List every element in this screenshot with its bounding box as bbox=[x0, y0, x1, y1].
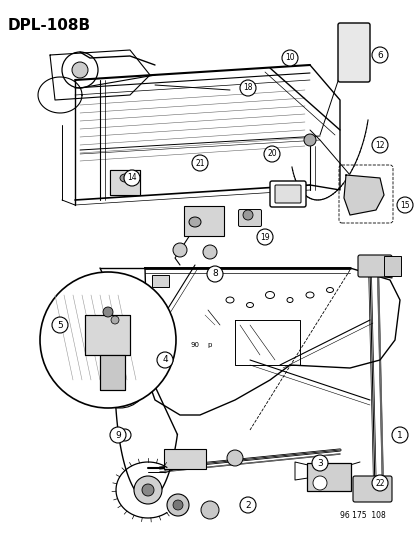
FancyBboxPatch shape bbox=[152, 275, 169, 287]
Circle shape bbox=[240, 497, 256, 513]
Polygon shape bbox=[344, 175, 384, 215]
Circle shape bbox=[282, 50, 298, 66]
FancyBboxPatch shape bbox=[131, 334, 151, 356]
Circle shape bbox=[372, 47, 388, 63]
Text: 90: 90 bbox=[190, 342, 200, 348]
Circle shape bbox=[201, 501, 219, 519]
FancyBboxPatch shape bbox=[338, 23, 370, 82]
Text: 19: 19 bbox=[260, 232, 270, 241]
FancyBboxPatch shape bbox=[275, 185, 301, 203]
Text: 5: 5 bbox=[57, 320, 63, 329]
Circle shape bbox=[173, 243, 187, 257]
Text: 10: 10 bbox=[285, 53, 295, 62]
Text: 8: 8 bbox=[212, 270, 218, 279]
FancyBboxPatch shape bbox=[100, 355, 125, 390]
FancyBboxPatch shape bbox=[358, 255, 392, 277]
Circle shape bbox=[52, 317, 68, 333]
Circle shape bbox=[134, 476, 162, 504]
Text: 3: 3 bbox=[317, 458, 323, 467]
Circle shape bbox=[240, 80, 256, 96]
Text: 15: 15 bbox=[400, 200, 410, 209]
Text: 4: 4 bbox=[162, 356, 168, 365]
Circle shape bbox=[192, 155, 208, 171]
Circle shape bbox=[40, 272, 176, 408]
FancyBboxPatch shape bbox=[239, 209, 261, 227]
Text: 12: 12 bbox=[375, 141, 385, 149]
Text: 18: 18 bbox=[243, 84, 253, 93]
Text: 2: 2 bbox=[245, 500, 251, 510]
Circle shape bbox=[264, 146, 280, 162]
Circle shape bbox=[397, 197, 413, 213]
Text: 1: 1 bbox=[397, 431, 403, 440]
Circle shape bbox=[243, 210, 253, 220]
FancyBboxPatch shape bbox=[384, 256, 401, 276]
Circle shape bbox=[227, 450, 243, 466]
Text: DPL-108B: DPL-108B bbox=[8, 18, 91, 33]
Circle shape bbox=[124, 170, 140, 186]
Circle shape bbox=[372, 137, 388, 153]
Ellipse shape bbox=[189, 217, 201, 227]
Circle shape bbox=[167, 494, 189, 516]
Circle shape bbox=[110, 427, 126, 443]
Ellipse shape bbox=[120, 174, 130, 182]
Text: 14: 14 bbox=[127, 174, 137, 182]
Circle shape bbox=[207, 266, 223, 282]
Text: p: p bbox=[208, 342, 212, 348]
Circle shape bbox=[203, 245, 217, 259]
FancyBboxPatch shape bbox=[110, 170, 140, 195]
Circle shape bbox=[257, 229, 273, 245]
Circle shape bbox=[142, 484, 154, 496]
Circle shape bbox=[313, 476, 327, 490]
Circle shape bbox=[392, 427, 408, 443]
Text: 22: 22 bbox=[375, 479, 385, 488]
FancyBboxPatch shape bbox=[270, 181, 306, 207]
Circle shape bbox=[72, 62, 88, 78]
Circle shape bbox=[372, 475, 388, 491]
FancyBboxPatch shape bbox=[85, 315, 130, 355]
Text: 21: 21 bbox=[195, 158, 205, 167]
Circle shape bbox=[111, 316, 119, 324]
Circle shape bbox=[312, 455, 328, 471]
Circle shape bbox=[112, 372, 128, 388]
Circle shape bbox=[103, 307, 113, 317]
Text: 20: 20 bbox=[267, 149, 277, 158]
Circle shape bbox=[119, 429, 131, 441]
Text: 9: 9 bbox=[115, 431, 121, 440]
FancyBboxPatch shape bbox=[184, 206, 224, 236]
Circle shape bbox=[173, 500, 183, 510]
FancyBboxPatch shape bbox=[353, 476, 392, 502]
Text: 96 175  108: 96 175 108 bbox=[340, 511, 386, 520]
FancyBboxPatch shape bbox=[164, 449, 206, 469]
Circle shape bbox=[157, 352, 173, 368]
Text: 6: 6 bbox=[377, 51, 383, 60]
FancyBboxPatch shape bbox=[307, 463, 351, 491]
Circle shape bbox=[304, 134, 316, 146]
